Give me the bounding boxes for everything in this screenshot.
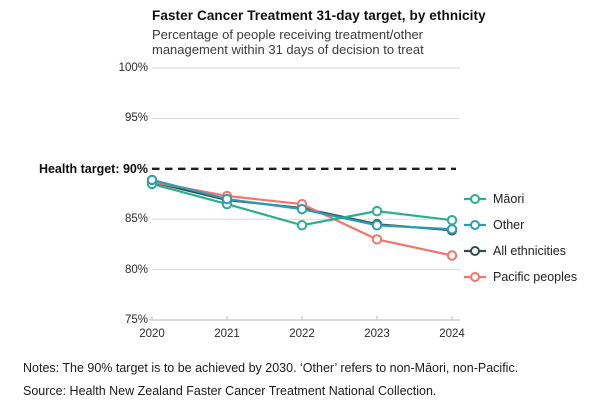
y-axis-tick-label: 85% [124, 213, 148, 226]
legend-line-marker-icon [464, 246, 486, 256]
y-axis-tick-label: 100% [118, 62, 148, 74]
chart-title: Faster Cancer Treatment 31-day target, b… [152, 8, 486, 23]
x-axis-tick-label: 2021 [214, 328, 240, 340]
x-axis-tick-label: 2023 [364, 328, 390, 340]
legend-label: Other [493, 218, 525, 232]
legend-line-marker-icon [464, 194, 486, 204]
data-point-marker [446, 215, 458, 226]
data-point-marker [146, 174, 158, 186]
data-point-marker [446, 224, 458, 235]
legend-label: All ethnicities [493, 244, 566, 258]
data-point-marker [221, 193, 233, 205]
y-axis-tick-label: 80% [124, 263, 148, 276]
x-axis-tick-label: 2022 [289, 328, 315, 340]
legend-item: Other [464, 218, 577, 232]
health-target-label: Health target: 90% [38, 161, 148, 176]
legend-item: All ethnicities [464, 244, 577, 258]
legend-line-marker-icon [464, 272, 486, 282]
data-point-marker [446, 250, 458, 261]
legend-item: Pacific peoples [464, 270, 577, 284]
data-point-marker [371, 234, 383, 245]
legend-label: Pacific peoples [493, 270, 578, 284]
legend-item: Māori [464, 192, 577, 206]
y-axis-tick-label: 95% [124, 112, 148, 125]
chart-notes: Notes: The 90% target is to be achieved … [23, 361, 519, 375]
chart-subtitle-line2: management within 31 days of decision to… [152, 42, 424, 58]
x-axis-tick-label: 2020 [139, 328, 165, 340]
legend: Māori Other All ethnicities Pacific peoples [464, 192, 577, 296]
data-point-marker [371, 205, 383, 217]
y-axis-tick-label: 75% [124, 314, 148, 326]
data-point-marker [296, 203, 308, 215]
x-axis-tick-label: 2024 [439, 328, 465, 340]
chart-subtitle-line1: Percentage of people receiving treatment… [152, 27, 424, 42]
chart-subtitle: Percentage of people receiving treatment… [152, 27, 482, 58]
chart-source: Source: Health New Zealand Faster Cancer… [23, 384, 437, 398]
data-point-marker [371, 220, 383, 231]
data-point-marker [296, 220, 308, 231]
legend-label: Māori [493, 192, 525, 206]
legend-line-marker-icon [464, 220, 486, 230]
